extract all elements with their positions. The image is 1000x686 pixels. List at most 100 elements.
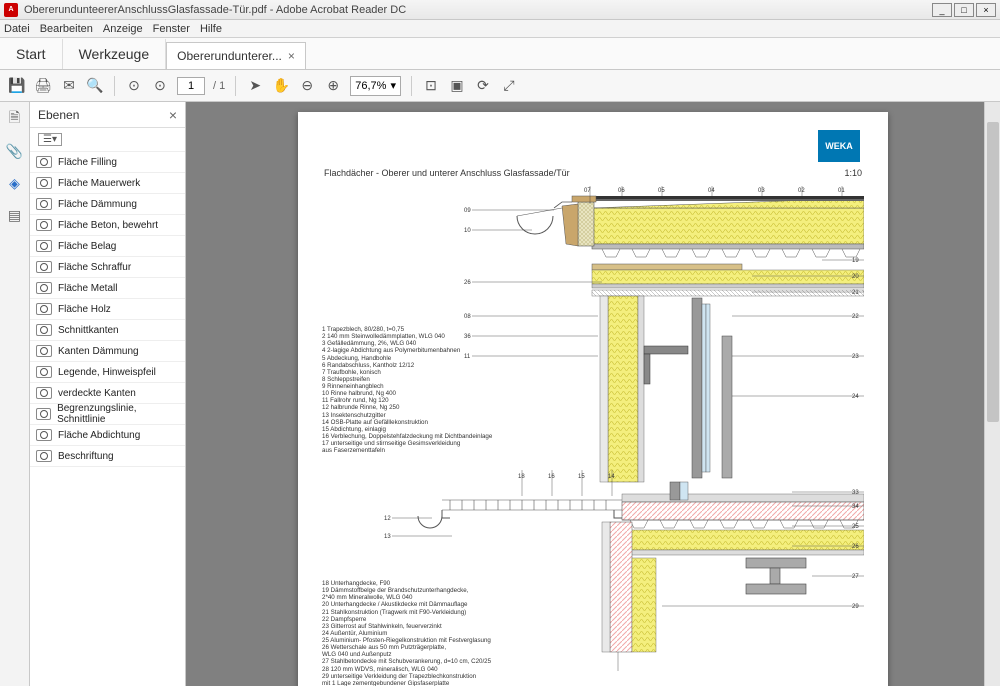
fit-page-icon[interactable]: ▣ [448, 77, 466, 95]
svg-text:02: 02 [798, 188, 805, 194]
technical-drawing: 0706050403020109102608361119202122232418… [322, 186, 864, 671]
save-icon[interactable]: 💾 [8, 77, 26, 95]
svg-text:26: 26 [852, 544, 859, 550]
legend-upper: 1 Trapezblech, 80/280, t=0,752 140 mm St… [322, 326, 532, 454]
tab-document[interactable]: Obererundunterer... × [166, 42, 306, 69]
layer-visibility-icon[interactable] [36, 429, 52, 441]
layer-visibility-icon[interactable] [36, 177, 52, 189]
layer-item[interactable]: Fläche Filling [30, 152, 185, 173]
rotate-icon[interactable]: ⟳ [474, 77, 492, 95]
panel-title: Ebenen [38, 108, 79, 122]
layer-item[interactable]: Fläche Dämmung [30, 194, 185, 215]
page-total: / 1 [213, 80, 225, 92]
page-down-icon[interactable]: ⊙ [151, 77, 169, 95]
svg-text:22: 22 [852, 314, 859, 320]
svg-text:01: 01 [838, 188, 845, 194]
svg-text:18: 18 [518, 474, 525, 480]
svg-text:10: 10 [464, 228, 471, 234]
layer-item[interactable]: Kanten Dämmung [30, 341, 185, 362]
menu-hilfe[interactable]: Hilfe [200, 23, 222, 35]
fit-width-icon[interactable]: ⊡ [422, 77, 440, 95]
svg-text:34: 34 [852, 504, 859, 510]
tab-close-icon[interactable]: × [288, 49, 295, 63]
layer-item[interactable]: Begrenzungslinie, Schnittlinie [30, 404, 185, 425]
menu-bearbeiten[interactable]: Bearbeiten [40, 23, 93, 35]
zoom-select[interactable]: 76,7%▾ [350, 76, 401, 96]
layer-label: Fläche Dämmung [58, 199, 137, 210]
menu-fenster[interactable]: Fenster [153, 23, 190, 35]
tab-werkzeuge[interactable]: Werkzeuge [63, 39, 167, 69]
page-up-icon[interactable]: ⊙ [125, 77, 143, 95]
svg-text:06: 06 [618, 188, 625, 194]
maximize-button[interactable]: □ [954, 3, 974, 17]
menu-anzeige[interactable]: Anzeige [103, 23, 143, 35]
layer-item[interactable]: Schnittkanten [30, 320, 185, 341]
layer-item[interactable]: Legende, Hinweispfeil [30, 362, 185, 383]
email-icon[interactable]: ✉ [60, 77, 78, 95]
layer-item[interactable]: Fläche Abdichtung [30, 425, 185, 446]
separator [114, 76, 115, 96]
layer-visibility-icon[interactable] [36, 408, 51, 420]
hand-icon[interactable]: ✋ [272, 77, 290, 95]
panel-close-icon[interactable]: × [169, 107, 177, 123]
layer-visibility-icon[interactable] [36, 198, 52, 210]
minimize-button[interactable]: _ [932, 3, 952, 17]
layer-item[interactable]: Fläche Mauerwerk [30, 173, 185, 194]
layer-visibility-icon[interactable] [36, 450, 52, 462]
attachments-icon[interactable]: 📎 [6, 142, 24, 160]
layer-label: verdeckte Kanten [58, 388, 136, 399]
layer-visibility-icon[interactable] [36, 387, 52, 399]
doc-scale: 1:10 [844, 168, 862, 178]
weka-logo: WEKA [818, 130, 860, 162]
select-icon[interactable]: ➤ [246, 77, 264, 95]
document-view[interactable]: WEKA Flachdächer - Oberer und unterer An… [186, 102, 1000, 686]
layer-item[interactable]: Fläche Belag [30, 236, 185, 257]
svg-text:12: 12 [384, 516, 391, 522]
layer-item[interactable]: Fläche Schraffur [30, 257, 185, 278]
panel-options[interactable]: ☰▾ [30, 128, 185, 152]
tab-start[interactable]: Start [0, 39, 63, 69]
layer-item[interactable]: Fläche Metall [30, 278, 185, 299]
main-tab-bar: Start Werkzeuge Obererundunterer... × [0, 38, 1000, 70]
layer-visibility-icon[interactable] [36, 324, 52, 336]
zoom-in-icon[interactable]: ⊕ [324, 77, 342, 95]
close-button[interactable]: × [976, 3, 996, 17]
layer-item[interactable]: verdeckte Kanten [30, 383, 185, 404]
panel-header: Ebenen × [30, 102, 185, 128]
scrollbar-thumb[interactable] [987, 122, 999, 422]
svg-text:16: 16 [548, 474, 555, 480]
thumbnails-icon[interactable]: 🗎 [6, 110, 24, 128]
menu-datei[interactable]: Datei [4, 23, 30, 35]
window-title: ObererundunteererAnschlussGlasfassade-Tü… [24, 4, 932, 16]
layer-visibility-icon[interactable] [36, 261, 52, 273]
svg-text:05: 05 [658, 188, 665, 194]
layer-label: Fläche Belag [58, 241, 116, 252]
layer-visibility-icon[interactable] [36, 219, 52, 231]
layer-item[interactable]: Fläche Holz [30, 299, 185, 320]
layer-item[interactable]: Beschriftung [30, 446, 185, 467]
search-icon[interactable]: 🔍 [86, 77, 104, 95]
layer-label: Legende, Hinweispfeil [58, 367, 156, 378]
layer-visibility-icon[interactable] [36, 282, 52, 294]
svg-text:07: 07 [584, 188, 591, 194]
layer-visibility-icon[interactable] [36, 240, 52, 252]
zoom-out-icon[interactable]: ⊖ [298, 77, 316, 95]
doc-title: Flachdächer - Oberer und unterer Anschlu… [324, 168, 570, 178]
page-number-input[interactable] [177, 77, 205, 95]
read-mode-icon[interactable]: ⤢ [500, 77, 518, 95]
bookmarks-icon[interactable]: ▤ [6, 206, 24, 224]
print-icon[interactable]: 🖨 [34, 77, 52, 95]
separator [235, 76, 236, 96]
layer-visibility-icon[interactable] [36, 303, 52, 315]
pdf-file-icon: A [4, 3, 18, 17]
layer-label: Fläche Beton, bewehrt [58, 220, 158, 231]
layer-visibility-icon[interactable] [36, 156, 52, 168]
layers-icon[interactable]: ◈ [6, 174, 24, 192]
svg-text:04: 04 [708, 188, 715, 194]
layer-visibility-icon[interactable] [36, 345, 52, 357]
layer-item[interactable]: Fläche Beton, bewehrt [30, 215, 185, 236]
legend-lower: 18 Unterhangdecke, F9019 Dämmstoffbelge … [322, 580, 562, 686]
layer-visibility-icon[interactable] [36, 366, 52, 378]
vertical-scrollbar[interactable] [984, 102, 1000, 686]
svg-text:33: 33 [852, 490, 859, 496]
